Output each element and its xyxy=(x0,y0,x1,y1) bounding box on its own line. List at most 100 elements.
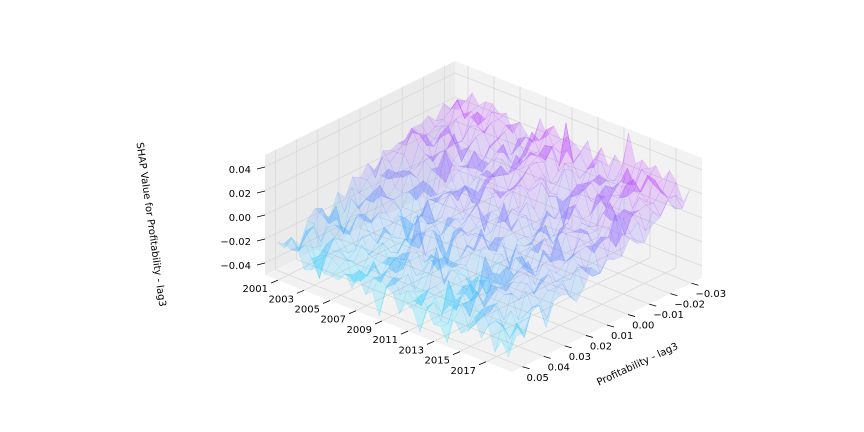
surface-facet xyxy=(594,202,610,232)
surface-facet xyxy=(284,236,300,251)
surface-facet xyxy=(491,191,507,210)
surface-facet xyxy=(562,267,578,298)
surface-facet xyxy=(461,301,477,327)
surface-facet xyxy=(407,274,423,293)
surface-facet xyxy=(476,122,492,134)
surface-facet xyxy=(402,170,418,179)
surface-facet xyxy=(627,168,642,192)
surface-facet xyxy=(320,217,336,243)
surface-facet xyxy=(398,217,414,240)
surface-facet xyxy=(654,179,669,199)
surface-facet xyxy=(566,143,582,164)
surface-facet xyxy=(504,292,520,301)
surface-facet xyxy=(661,170,677,199)
surface-facet xyxy=(515,151,531,169)
surface-facet xyxy=(474,145,490,173)
surface-facet xyxy=(564,162,580,179)
surface-facet xyxy=(530,224,546,254)
surface-facet xyxy=(583,188,599,216)
surface-facet xyxy=(477,255,493,296)
surface-facet xyxy=(579,231,595,254)
surface-facet xyxy=(495,143,511,163)
surface-facet xyxy=(346,259,362,282)
surface-facet xyxy=(478,178,494,193)
surface-facet xyxy=(304,244,320,279)
surface-facet xyxy=(509,239,525,270)
surface-facet xyxy=(456,284,472,311)
surface-facet xyxy=(579,159,595,179)
surface-facet xyxy=(507,256,523,284)
surface-facet xyxy=(393,259,409,285)
surface-facet xyxy=(468,307,483,327)
surface-facet xyxy=(514,256,530,277)
surface-facet xyxy=(542,257,558,274)
surface-facet xyxy=(457,272,473,295)
surface-facet xyxy=(352,176,368,194)
surface-facet xyxy=(387,186,403,201)
surface-facet xyxy=(415,180,431,216)
surface-facet xyxy=(468,136,483,169)
surface-facet xyxy=(477,186,493,232)
surface-facet xyxy=(459,164,474,191)
surface-facet xyxy=(586,159,602,172)
surface-facet xyxy=(446,230,463,265)
surface-facet xyxy=(592,236,608,275)
surface-facet xyxy=(368,242,384,260)
surface-facet xyxy=(455,294,471,317)
surface-facet xyxy=(474,150,490,173)
surface-facet xyxy=(412,220,428,249)
surface-facet xyxy=(554,283,570,296)
surface-facet xyxy=(386,196,402,211)
surface-facet xyxy=(503,202,519,232)
surface-facet xyxy=(626,178,642,198)
surface-facet xyxy=(495,320,511,339)
surface-facet xyxy=(511,136,527,155)
surface-facet xyxy=(405,220,421,247)
surface-facet xyxy=(394,253,410,261)
surface-facet xyxy=(439,235,455,265)
grid-line-z xyxy=(264,168,703,267)
surface-facet xyxy=(444,149,460,179)
grid-line-x xyxy=(381,106,573,322)
surface-facet xyxy=(437,149,452,195)
surface-facet xyxy=(420,289,436,310)
surface-facet xyxy=(470,111,486,126)
surface-facet xyxy=(603,202,619,221)
z-tick-mark xyxy=(256,214,266,218)
surface-facet xyxy=(381,256,397,278)
surface-facet xyxy=(513,177,529,191)
surface-facet xyxy=(335,205,351,235)
surface-facet xyxy=(443,99,458,111)
x-tick-label: 2007 xyxy=(321,315,346,326)
surface-facet xyxy=(525,118,541,144)
y-tick-label: 0.04 xyxy=(548,362,570,373)
surface-facet xyxy=(416,160,432,192)
surface-facet xyxy=(382,149,398,163)
surface-facet xyxy=(524,304,539,338)
surface-facet xyxy=(527,261,543,286)
surface-facet xyxy=(586,147,602,170)
surface-facet xyxy=(505,281,521,295)
surface-facet xyxy=(443,269,459,289)
surface-facet xyxy=(460,227,476,248)
surface-facet xyxy=(448,205,464,227)
surface-facet xyxy=(341,230,356,254)
surface-facet xyxy=(397,238,412,260)
surface-facet xyxy=(471,179,487,204)
grid-line-z xyxy=(264,120,703,219)
surface-facet xyxy=(563,194,579,227)
surface-facet xyxy=(558,122,574,167)
grid-line-y xyxy=(422,76,671,295)
surface-facet xyxy=(386,277,402,289)
surface-facet xyxy=(454,215,470,231)
surface-facet xyxy=(486,165,502,185)
surface-facet xyxy=(400,259,416,290)
surface-facet xyxy=(469,111,485,134)
surface-facet xyxy=(527,273,543,295)
surface-facet xyxy=(526,278,542,295)
surface-facet xyxy=(501,336,517,358)
surface-facet xyxy=(439,133,455,153)
surface-facet xyxy=(543,253,559,263)
surface-facet xyxy=(365,261,381,283)
